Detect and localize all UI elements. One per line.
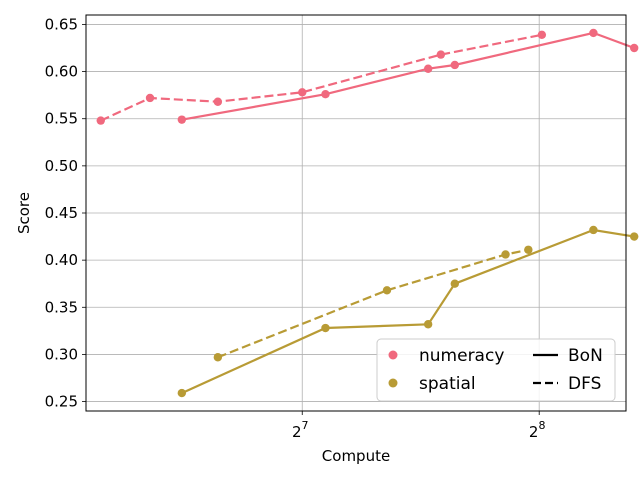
legend: numeracy spatial BoN DFS [376,338,616,402]
y-tick-label: 0.40 [45,251,78,269]
x-axis-label: Compute [322,447,390,465]
data-point-numeracy-bon [589,28,598,38]
data-point-spatial-bon [629,232,639,241]
data-point-spatial-bon [177,388,187,398]
series-lines [100,31,635,395]
grid-lines [86,15,626,411]
series-line-spatial-dfs [217,248,529,359]
data-point-spatial-dfs [501,250,510,259]
y-tick-label: 0.25 [45,393,78,411]
legend-label-spatial: spatial [419,374,476,394]
y-tick-label: 0.35 [45,298,78,316]
data-point-spatial-bon [589,225,598,235]
y-tick-label: 0.65 [45,15,78,33]
data-point-spatial-bon [450,279,460,288]
x-tick-label: 27 [292,419,309,441]
x-axis-ticks: 27 28 [292,411,546,441]
data-point-numeracy-dfs [96,116,105,125]
y-tick-label: 0.55 [45,110,78,128]
series-line-numeracy-dfs [100,33,543,122]
data-point-spatial-dfs [524,245,533,254]
y-tick-label: 0.60 [45,63,78,81]
series-line-numeracy-bon [181,31,635,121]
data-point-numeracy-dfs [145,93,155,103]
x-tick-label: 28 [529,419,546,441]
data-point-numeracy-bon [450,60,460,70]
data-point-spatial-dfs [382,286,392,295]
legend-label-dfs: DFS [568,374,601,394]
data-point-numeracy-bon [177,115,187,124]
data-point-spatial-bon [321,323,330,333]
data-point-numeracy-dfs [537,30,547,39]
data-point-numeracy-dfs [298,88,307,97]
data-point-numeracy-bon [629,43,639,53]
data-point-numeracy-dfs [213,97,223,106]
data-point-numeracy-bon [321,90,330,99]
y-axis-label: Score [15,192,33,234]
legend-label-bon: BoN [568,346,603,366]
data-point-spatial-dfs [213,353,223,362]
y-tick-label: 0.45 [45,204,78,222]
legend-marker-numeracy [388,350,398,360]
series-points [96,28,639,398]
data-point-numeracy-dfs [436,50,446,59]
y-tick-label: 0.50 [45,157,78,175]
legend-label-numeracy: numeracy [419,346,504,366]
data-point-numeracy-bon [423,64,433,73]
y-axis-ticks: 0.25 0.30 0.35 0.40 0.45 0.50 0.55 0.60 0.65 [45,15,86,411]
data-point-spatial-bon [423,320,433,329]
y-tick-label: 0.30 [45,345,78,363]
series-line-spatial-bon [181,228,635,395]
legend-marker-spatial [388,378,398,388]
